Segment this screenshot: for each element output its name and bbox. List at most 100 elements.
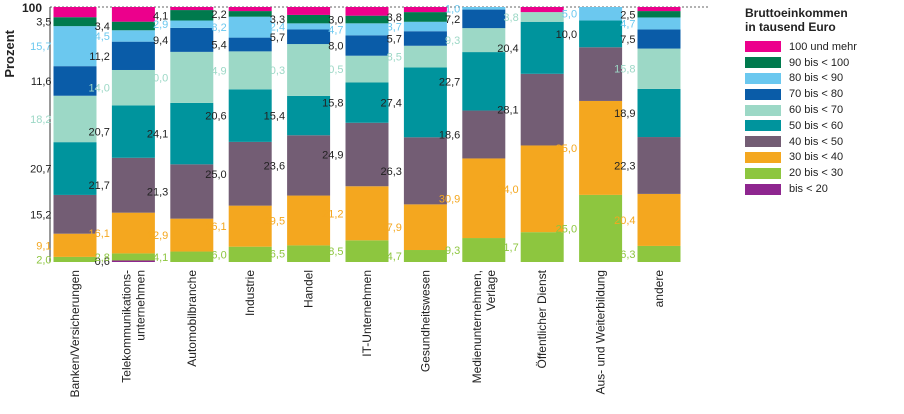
bar-segment	[228, 11, 272, 17]
bar-segment	[111, 105, 155, 158]
value-label: 20,7	[30, 164, 51, 176]
bar-segment	[520, 73, 564, 146]
x-tick-label: Medienunternehmen,Verlage	[470, 270, 498, 384]
legend-title-line-1: Bruttoeinkommen	[745, 6, 848, 20]
value-label: 23,6	[264, 160, 285, 172]
value-label: 21,7	[88, 180, 109, 192]
bar-segment	[637, 245, 681, 262]
value-label: 9,4	[153, 35, 168, 47]
value-label: 9,3	[445, 245, 460, 257]
legend-label: bis < 20	[789, 183, 828, 196]
value-label: 22,3	[614, 160, 635, 172]
value-label: 20,0	[147, 72, 168, 84]
value-label: 4,1	[153, 10, 168, 22]
value-label: 11,6	[31, 76, 52, 88]
x-tick-label-line: Industrie	[243, 270, 257, 316]
value-label: 2,0	[36, 254, 51, 266]
legend-items: 100 und mehr 90 bis < 100 80 bis < 90 70 bi…	[745, 39, 900, 197]
value-label: 26,3	[380, 166, 401, 178]
value-label: 8,5	[387, 52, 402, 64]
legend-swatch	[745, 88, 781, 100]
value-label: 6,5	[270, 249, 285, 261]
bar-segment	[111, 69, 155, 106]
value-label: 0,6	[95, 256, 110, 268]
bar-segment	[462, 158, 506, 239]
legend-entry: 80 bis < 90	[745, 71, 900, 87]
legend-swatch	[745, 136, 781, 148]
value-label: 3,0	[328, 14, 343, 26]
value-label: 34,0	[497, 184, 518, 196]
value-label: 20,6	[205, 111, 226, 123]
value-label: 1,0	[445, 3, 460, 15]
bar-segment	[170, 20, 214, 28]
bar-segment	[170, 218, 214, 252]
legend: Bruttoeinkommen in tausend Euro 100 und …	[745, 6, 900, 197]
value-label: 10,0	[556, 29, 577, 41]
y-axis-label: Prozent	[2, 29, 17, 77]
bar-segment	[111, 41, 155, 70]
legend-label: 30 bis < 40	[789, 151, 844, 164]
value-label: 10,5	[322, 64, 343, 76]
bar-segment	[403, 67, 447, 138]
legend-entry: 100 und mehr	[745, 39, 900, 55]
legend-label: 20 bis < 30	[789, 167, 844, 180]
x-tick-label: Banken/Versicherungen	[68, 270, 82, 397]
value-label: 16,1	[88, 228, 109, 240]
bar-segment	[637, 88, 681, 138]
bar-segment	[637, 17, 681, 30]
bar-segment	[287, 14, 331, 24]
bar-segment	[53, 142, 97, 195]
value-label: 3,8	[387, 12, 402, 24]
bar-segment	[345, 122, 389, 187]
bar-segment	[345, 23, 389, 36]
legend-title-line-2: in tausend Euro	[745, 20, 836, 34]
value-labels-layer: 2,0 9,1 15,2 20,7 18,2 11,6 15,7 3,5 0,62,8 16,1 2…	[30, 3, 635, 268]
legend-swatch	[745, 104, 781, 116]
value-label: 22,7	[439, 76, 460, 88]
value-label: 17,9	[380, 222, 401, 234]
value-label: 15,8	[322, 98, 343, 110]
bar-segment	[579, 20, 623, 48]
value-label: 9,3	[445, 35, 460, 47]
value-label: 5,0	[562, 9, 577, 21]
bar-segment	[462, 7, 506, 10]
value-label: 14,9	[205, 65, 226, 77]
x-tick-label-line: Banken/Versicherungen	[68, 270, 82, 397]
legend-swatch	[745, 57, 781, 69]
value-label: 21,2	[322, 208, 343, 220]
value-label: 3,8	[503, 12, 518, 24]
x-tick-label-line: Automobilbranche	[185, 270, 199, 367]
x-tick-label: IT-Unternehmen	[360, 270, 374, 357]
value-label: 7,2	[445, 14, 460, 26]
bar-segment	[462, 238, 506, 262]
bar-segment	[287, 29, 331, 45]
value-label: 20,4	[614, 215, 635, 227]
bar-segment	[462, 110, 506, 159]
bar-segment	[228, 16, 272, 38]
value-label: 4,7	[387, 251, 402, 263]
bar-segment	[403, 45, 447, 68]
bar-segment	[403, 7, 447, 13]
legend-entry: 90 bis < 100	[745, 55, 900, 71]
value-label: 2,9	[153, 19, 168, 31]
x-tick-label-line: Telekommunikations-	[119, 270, 133, 383]
x-tick-label-line: Verlage	[484, 270, 498, 311]
x-tick-label: Aus- und Weiterbildung	[594, 270, 608, 395]
legend-entry: bis < 20	[745, 181, 900, 197]
bar-segment	[228, 205, 272, 247]
legend-label: 50 bis < 60	[789, 119, 844, 132]
bar-segment	[170, 51, 214, 103]
x-tick-label: Handel	[302, 270, 316, 308]
value-label: 24,1	[147, 129, 168, 141]
bar-segment	[170, 10, 214, 21]
value-label: 35,0	[556, 143, 577, 155]
bar-segment	[345, 7, 389, 16]
bar-segment	[111, 30, 155, 42]
bar-segment	[228, 89, 272, 142]
bar-segment	[111, 253, 155, 261]
bar-segment	[53, 194, 97, 234]
legend-label: 80 bis < 90	[789, 72, 844, 85]
value-label: 14,0	[88, 83, 109, 95]
value-label: 4,7	[620, 18, 635, 30]
